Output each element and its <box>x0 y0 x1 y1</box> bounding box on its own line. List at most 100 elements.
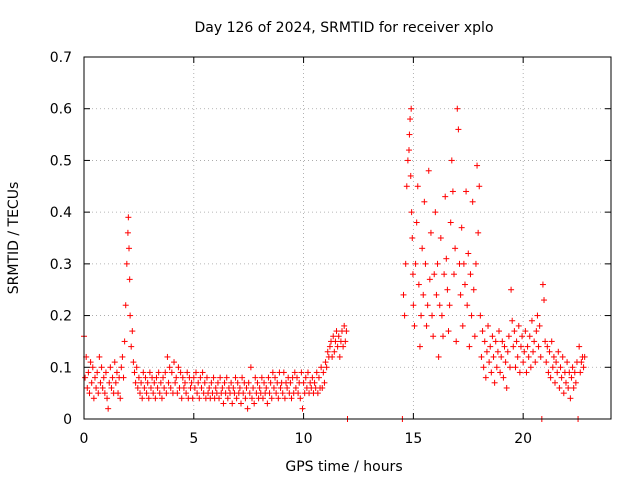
data-point <box>266 390 273 397</box>
data-point <box>120 374 127 381</box>
data-point <box>142 374 149 381</box>
data-point <box>480 364 487 371</box>
data-point <box>158 395 165 402</box>
data-point <box>500 374 507 381</box>
data-point <box>412 260 419 267</box>
data-point <box>525 353 532 360</box>
data-point <box>555 348 562 355</box>
data-point <box>534 312 541 319</box>
data-point <box>444 286 451 293</box>
data-point <box>501 343 508 350</box>
data-point <box>177 369 184 376</box>
data-point <box>545 369 552 376</box>
data-point <box>570 384 577 391</box>
data-point <box>433 291 440 298</box>
data-point <box>191 384 198 391</box>
data-point <box>270 384 277 391</box>
data-point <box>174 390 181 397</box>
data-point <box>535 343 542 350</box>
data-point <box>236 384 243 391</box>
data-point <box>478 353 485 360</box>
data-point <box>527 364 534 371</box>
data-point <box>441 271 448 278</box>
data-point <box>288 395 295 402</box>
data-point <box>445 328 452 335</box>
y-tick-label: 0 <box>63 412 72 428</box>
data-point <box>568 374 575 381</box>
data-point <box>409 271 416 278</box>
data-point <box>95 390 102 397</box>
data-point <box>141 384 148 391</box>
data-point <box>240 390 247 397</box>
data-point <box>197 374 204 381</box>
data-point <box>423 322 430 329</box>
data-point <box>129 328 136 335</box>
x-tick-label: 5 <box>189 431 198 447</box>
data-point <box>524 343 531 350</box>
data-point <box>541 297 548 304</box>
data-point <box>256 384 263 391</box>
data-point <box>304 369 311 376</box>
data-point <box>111 359 118 366</box>
data-point <box>140 369 147 376</box>
data-point <box>537 353 544 360</box>
data-point <box>400 291 407 298</box>
data-point <box>434 260 441 267</box>
data-point <box>112 379 119 386</box>
x-tick-label: 20 <box>514 431 532 447</box>
data-point <box>252 374 259 381</box>
data-point <box>581 353 588 360</box>
data-point <box>239 374 246 381</box>
data-point <box>115 390 122 397</box>
data-point <box>196 395 203 402</box>
y-tick-label: 0.2 <box>50 309 72 325</box>
data-point <box>321 379 328 386</box>
data-point <box>550 353 557 360</box>
data-point <box>138 379 145 386</box>
x-axis-label: GPS time / hours <box>285 459 402 475</box>
data-point <box>188 379 195 386</box>
data-point <box>419 245 426 252</box>
data-point <box>134 384 141 391</box>
data-point <box>136 390 143 397</box>
data-point <box>458 224 465 231</box>
data-point <box>124 229 131 236</box>
data-point <box>491 379 498 386</box>
data-point <box>167 384 174 391</box>
x-tick-label: 15 <box>404 431 422 447</box>
data-point <box>178 395 185 402</box>
data-point <box>246 390 253 397</box>
y-tick-label: 0.5 <box>50 153 72 169</box>
data-point <box>438 312 445 319</box>
data-point <box>342 338 349 345</box>
data-points <box>81 105 588 422</box>
data-point <box>435 353 442 360</box>
data-point <box>447 219 454 226</box>
data-point <box>194 390 201 397</box>
data-point <box>492 338 499 345</box>
data-point <box>238 400 245 407</box>
data-point <box>414 183 421 190</box>
data-point <box>465 250 472 257</box>
data-point <box>343 328 350 335</box>
data-point <box>300 379 307 386</box>
data-point <box>334 343 341 350</box>
data-point <box>565 384 572 391</box>
data-point <box>531 338 538 345</box>
data-point <box>87 359 94 366</box>
data-point <box>82 374 89 381</box>
data-point <box>418 312 425 319</box>
data-point <box>157 379 164 386</box>
data-point <box>494 348 501 355</box>
data-point <box>315 374 322 381</box>
data-point <box>233 395 240 402</box>
data-point <box>442 193 449 200</box>
plot-frame <box>83 56 612 420</box>
data-point <box>479 328 486 335</box>
data-point <box>520 359 527 366</box>
data-point <box>335 333 342 340</box>
data-point <box>454 105 461 112</box>
data-point <box>548 338 555 345</box>
y-tick-label: 0.6 <box>50 102 72 118</box>
